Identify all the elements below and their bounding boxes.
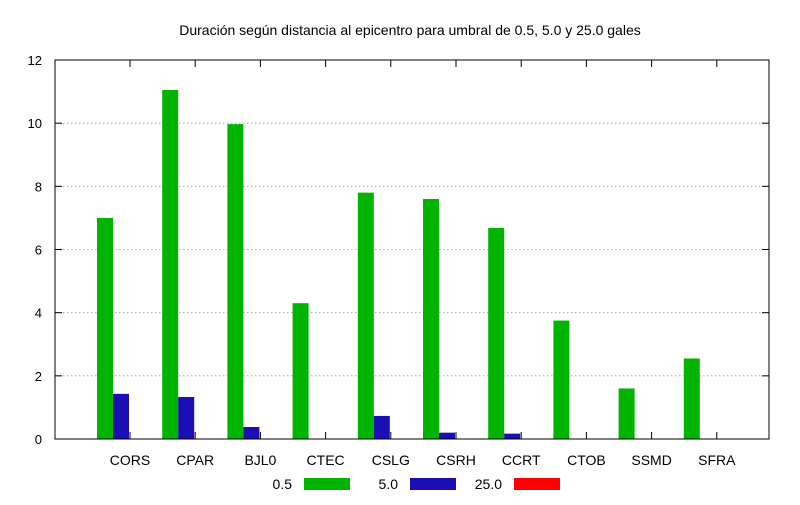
bar-ccrt-0-5 — [488, 228, 505, 439]
x-tick-label: CTEC — [307, 452, 345, 468]
bar-ctob-0-5 — [553, 320, 570, 439]
legend-label: 25.0 — [475, 476, 502, 492]
bar-cors-0-5 — [97, 217, 113, 439]
bar-cslg-5-0 — [373, 415, 390, 439]
x-tick-label: CCRT — [502, 452, 541, 468]
bar-ctec-0-5 — [292, 303, 309, 439]
axis-ticks: 0 2 4 6 8 10 12 CORS CPAR BJL0 CTEC CSLG CSRH CCRT CTO… — [28, 53, 769, 468]
x-tick-label: CSLG — [372, 452, 410, 468]
y-tick-label: 12 — [28, 53, 42, 68]
bar-cslg-0-5 — [357, 192, 374, 439]
legend-label: 5.0 — [379, 476, 399, 492]
bar-ccrt-5-0 — [504, 433, 521, 439]
legend-swatch — [304, 478, 350, 490]
y-tick-label: 8 — [35, 179, 42, 194]
bar-bjl0-5-0 — [243, 426, 260, 439]
bar-cpar-5-0 — [178, 396, 195, 439]
bar-cpar-0-5 — [162, 90, 179, 440]
y-tick-label: 0 — [35, 432, 42, 447]
bars — [97, 90, 700, 440]
x-tick-label: SFRA — [698, 452, 736, 468]
bar-csrh-5-0 — [439, 432, 455, 439]
bar-bjl0-0-5 — [227, 124, 244, 439]
x-tick-label: BJL0 — [244, 452, 276, 468]
y-tick-label: 2 — [35, 369, 42, 384]
y-tick-label: 10 — [28, 116, 42, 131]
x-tick-label: SSMD — [631, 452, 671, 468]
y-tick-label: 4 — [35, 306, 42, 321]
bar-ssmd-0-5 — [618, 388, 635, 439]
chart-title: Duración según distancia al epicentro pa… — [179, 22, 641, 38]
x-tick-label: CSRH — [436, 452, 476, 468]
legend-swatch — [410, 478, 456, 490]
bar-cors-5-0 — [113, 393, 129, 439]
bar-sfra-0-5 — [683, 358, 700, 439]
grid-lines — [55, 122, 769, 377]
legend-swatch — [514, 478, 560, 490]
x-tick-label: CPAR — [176, 452, 214, 468]
legend-label: 0.5 — [273, 476, 293, 492]
x-tick-label: CTOB — [567, 452, 606, 468]
y-tick-label: 6 — [35, 243, 42, 258]
bar-csrh-0-5 — [423, 198, 439, 439]
legend: 0.5 5.0 25.0 — [273, 476, 560, 492]
x-tick-label: CORS — [110, 452, 150, 468]
